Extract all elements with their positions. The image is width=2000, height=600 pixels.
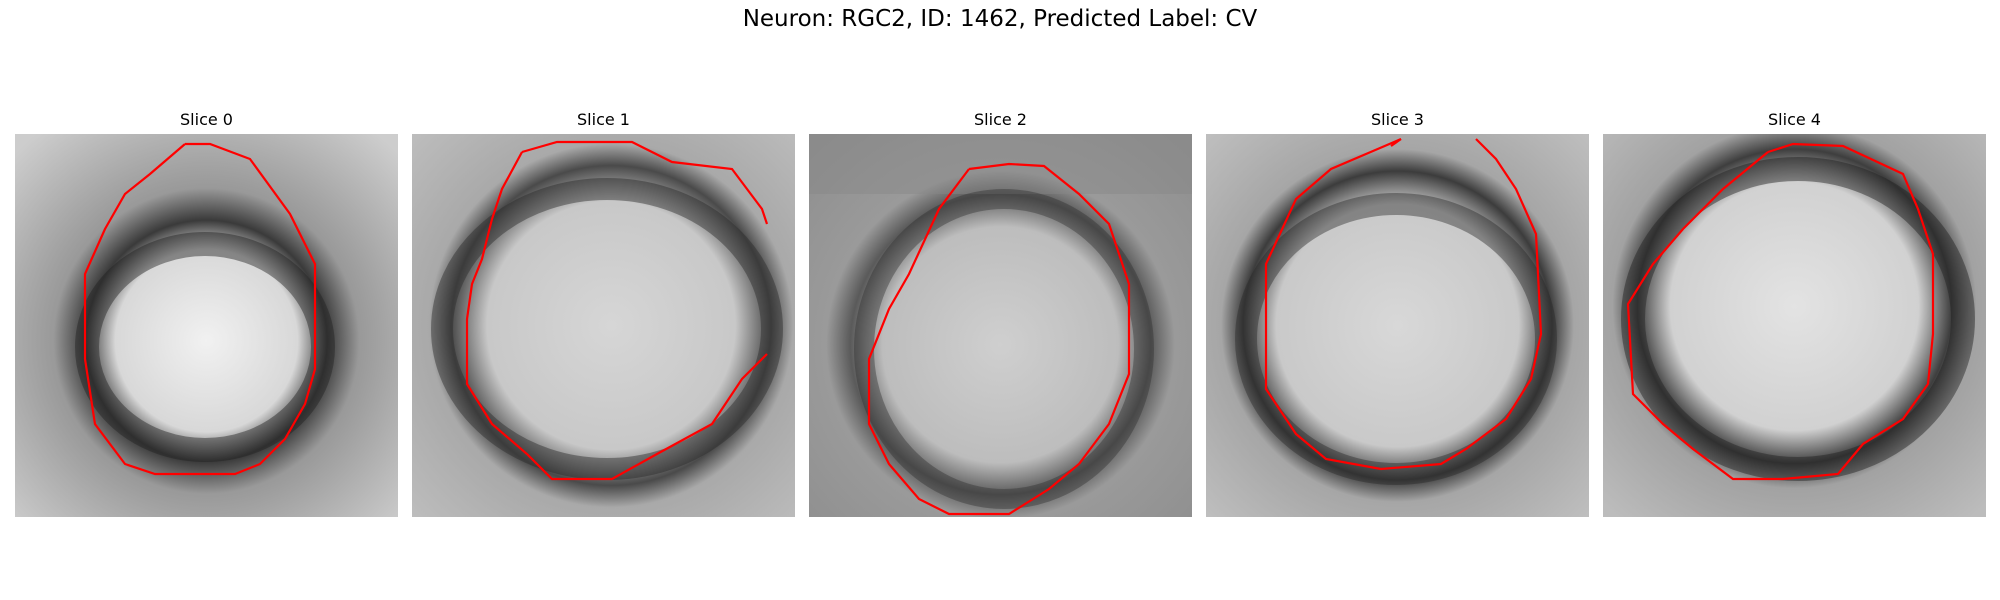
slice-panel-2: Slice 2 bbox=[809, 110, 1192, 517]
slice-image-2 bbox=[809, 134, 1192, 517]
slice-title: Slice 1 bbox=[577, 110, 630, 129]
slice-panel-3: Slice 3 bbox=[1206, 110, 1589, 517]
slice-panel-4: Slice 4 bbox=[1603, 110, 1986, 517]
slice-panel-0: Slice 0 bbox=[15, 110, 398, 517]
contour bbox=[83, 142, 317, 476]
contour-lower bbox=[465, 151, 768, 481]
slice-title: Slice 3 bbox=[1371, 110, 1424, 129]
slice-image-1 bbox=[412, 134, 795, 517]
slice-image-4 bbox=[1603, 134, 1986, 517]
slice-title: Slice 0 bbox=[180, 110, 233, 129]
contour-upper bbox=[521, 140, 769, 225]
slice-image-3 bbox=[1206, 134, 1589, 517]
slice-image-0 bbox=[15, 134, 398, 517]
contour bbox=[867, 162, 1131, 516]
slice-panel-1: Slice 1 bbox=[412, 110, 795, 517]
figure-title: Neuron: RGC2, ID: 1462, Predicted Label:… bbox=[742, 6, 1258, 32]
contour bbox=[1264, 137, 1543, 471]
slice-title: Slice 2 bbox=[974, 110, 1027, 129]
contour bbox=[1626, 142, 1935, 481]
slice-title: Slice 4 bbox=[1768, 110, 1821, 129]
